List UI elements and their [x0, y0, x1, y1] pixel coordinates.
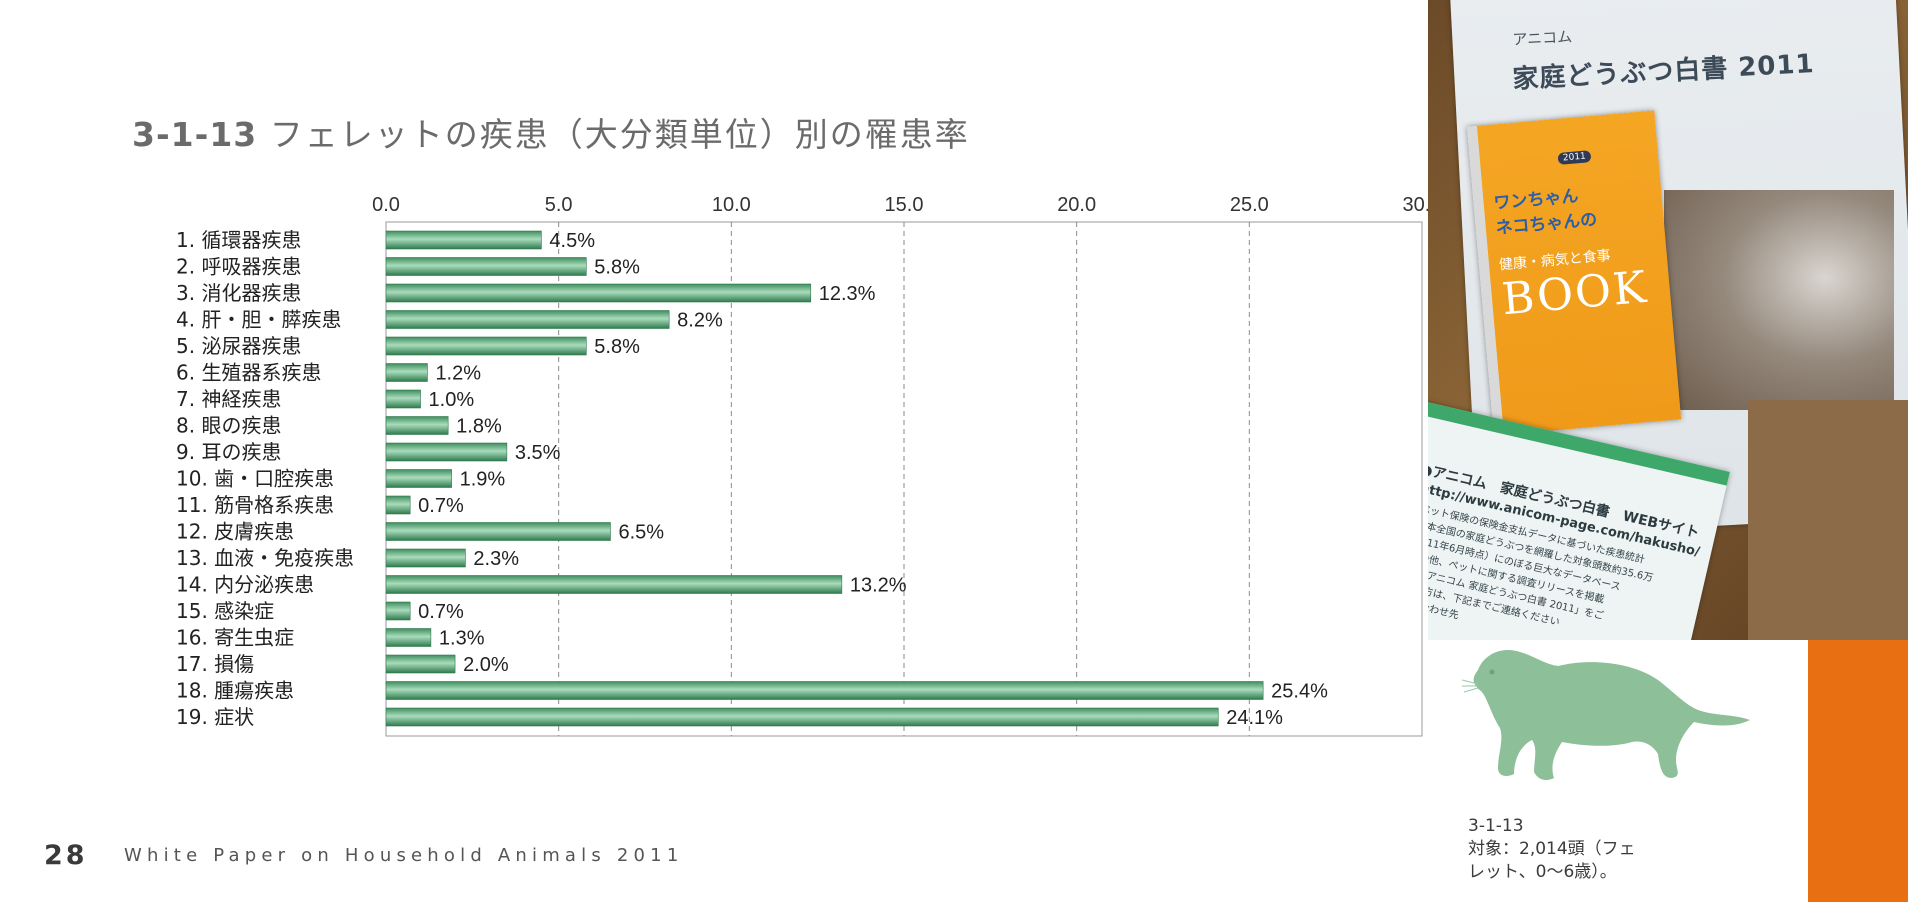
book-brand: アニコム [1512, 27, 1573, 49]
category-label: 3. 消化器疾患 [176, 281, 301, 305]
category-label: 7. 神経疾患 [176, 387, 281, 411]
bar [385, 389, 421, 409]
bar [385, 654, 456, 674]
running-title: White Paper on Household Animals 2011 [124, 845, 684, 866]
bar [385, 442, 508, 462]
category-label: 1. 循環器疾患 [176, 228, 301, 252]
bar [385, 575, 843, 594]
x-tick-label: 25.0 [1230, 194, 1269, 216]
orange-booklet: 2011 ワンちゃん ネコちゃんの 健康・病気と食事 BOOK [1466, 110, 1682, 436]
x-tick-label: 15.0 [885, 194, 924, 216]
family-photo [1664, 190, 1894, 410]
bar [385, 230, 542, 250]
category-label: 11. 筋骨格系疾患 [176, 493, 334, 517]
orange-accent-stripe [1808, 640, 1908, 902]
bar-chart: 0.05.010.015.020.025.030.0(%)1. 循環器疾患4.5… [176, 194, 1440, 737]
photo-background [1748, 400, 1908, 640]
bar-value-label: 24.1% [1226, 707, 1283, 729]
category-label: 12. 皮膚疾患 [176, 520, 294, 544]
page-number: 28 [44, 840, 88, 871]
bar-value-label: 0.7% [418, 601, 464, 623]
category-label: 16. 寄生虫症 [176, 626, 294, 650]
category-label: 13. 血液・免疫疾患 [176, 546, 354, 570]
bar [385, 283, 812, 303]
category-label: 18. 腫瘍疾患 [176, 679, 294, 703]
bar [385, 628, 432, 647]
bar-value-label: 0.7% [418, 495, 464, 517]
bar-value-label: 1.9% [460, 469, 506, 491]
bar-value-label: 25.4% [1271, 681, 1328, 703]
bar [385, 416, 449, 435]
chart-title: 3-1-13 フェレットの疾患（大分類単位）別の罹患率 [132, 108, 970, 156]
footnote: 3-1-13 対象：2,014頭（フェ レット、0〜6歳）。 [1468, 815, 1698, 884]
category-label: 4. 肝・胆・膵疾患 [176, 308, 341, 332]
bar [385, 548, 466, 568]
bar-value-label: 5.8% [594, 336, 640, 358]
bar [385, 522, 611, 541]
footnote-id: 3-1-13 [1468, 816, 1524, 836]
bar [385, 336, 587, 356]
bar-value-label: 5.8% [594, 257, 640, 279]
bar [385, 707, 1219, 727]
bar [385, 469, 452, 488]
promo-photo: アニコム 家庭どうぶつ白書 2011 CO 2011 ワンちゃん ネコちゃんの … [1428, 0, 1908, 640]
x-tick-label: 10.0 [712, 194, 751, 216]
category-label: 9. 耳の疾患 [176, 440, 281, 464]
category-label: 15. 感染症 [176, 599, 274, 623]
bar [385, 363, 428, 382]
footnote-line: レット、0〜6歳）。 [1468, 862, 1617, 882]
ferret-silhouette-icon [1462, 650, 1750, 780]
bar [385, 681, 1264, 700]
chart-title-text: フェレットの疾患（大分類単位）別の罹患率 [269, 115, 970, 154]
category-label: 8. 眼の疾患 [176, 414, 281, 438]
book-title: 家庭どうぶつ白書 2011 [1511, 49, 1816, 95]
booklet-title: ワンちゃん ネコちゃんの [1492, 180, 1598, 238]
bar-value-label: 13.2% [850, 575, 907, 597]
bar [385, 310, 670, 329]
x-tick-label: 5.0 [545, 194, 573, 216]
bar-value-label: 4.5% [549, 230, 595, 252]
bar-value-label: 8.2% [677, 310, 723, 332]
category-label: 2. 呼吸器疾患 [176, 255, 301, 279]
category-label: 19. 症状 [176, 705, 254, 729]
category-label: 14. 内分泌疾患 [176, 573, 314, 597]
x-tick-label: 20.0 [1057, 194, 1096, 216]
bar [385, 257, 587, 276]
booklet-year: 2011 [1557, 150, 1592, 165]
bar [385, 601, 411, 621]
x-tick-label: 0.0 [372, 194, 400, 216]
bar [385, 495, 411, 515]
footnote-line: 対象：2,014頭（フェ [1468, 839, 1636, 859]
anicom-logo: CO [1844, 0, 1893, 5]
bar-value-label: 1.0% [429, 389, 475, 411]
category-label: 5. 泌尿器疾患 [176, 334, 301, 358]
chart-title-number: 3-1-13 [132, 115, 258, 154]
bar-value-label: 6.5% [618, 522, 664, 544]
category-label: 10. 歯・口腔疾患 [176, 467, 334, 491]
bar-value-label: 2.3% [473, 548, 519, 570]
category-label: 17. 損傷 [176, 652, 254, 676]
category-label: 6. 生殖器系疾患 [176, 361, 321, 385]
bar-value-label: 1.8% [456, 416, 502, 438]
bar-value-label: 12.3% [819, 283, 876, 305]
bar-value-label: 1.3% [439, 628, 485, 650]
bar-value-label: 3.5% [515, 442, 561, 464]
bar-value-label: 1.2% [435, 363, 481, 385]
bar-value-label: 2.0% [463, 654, 509, 676]
